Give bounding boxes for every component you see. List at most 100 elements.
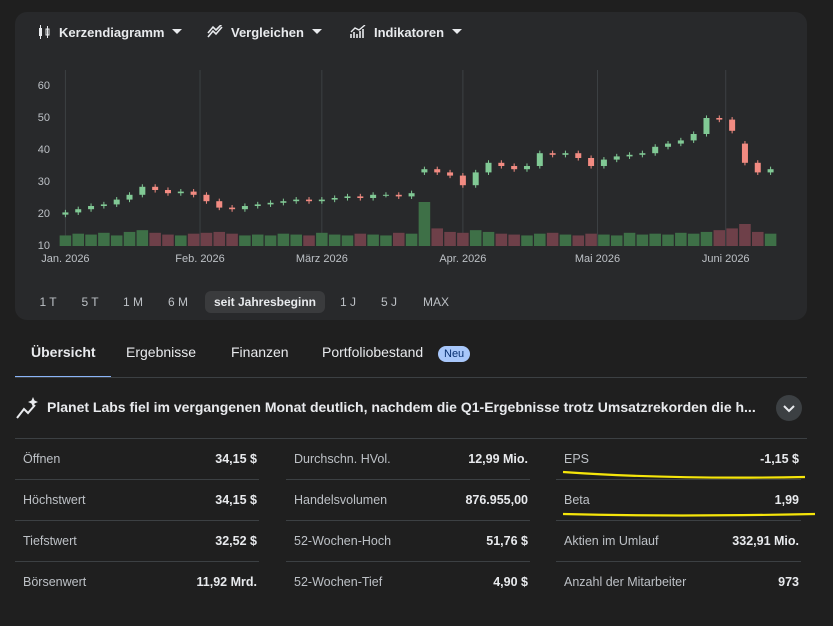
volume-bar bbox=[277, 233, 290, 246]
volume-bar bbox=[585, 233, 597, 246]
candle-body bbox=[600, 159, 607, 166]
expand-button[interactable] bbox=[776, 395, 802, 421]
stat-value: 1,99 bbox=[774, 493, 799, 507]
caret bbox=[452, 29, 463, 34]
caret bbox=[172, 29, 183, 34]
range-button[interactable]: 5 T bbox=[81, 295, 99, 309]
news-summary[interactable]: Planet Labs fiel im vergangenen Monat de… bbox=[47, 399, 756, 415]
range-button[interactable]: 1 M bbox=[122, 295, 143, 309]
stat-label: Durchschn. HVol. bbox=[294, 452, 391, 466]
candle-body bbox=[331, 198, 338, 200]
row-divider bbox=[286, 479, 530, 480]
volume-bar bbox=[521, 235, 533, 246]
volume-bar bbox=[751, 231, 764, 246]
volume-bar bbox=[162, 234, 174, 246]
stat-label: EPS bbox=[564, 452, 590, 466]
candle-body bbox=[126, 194, 133, 200]
volume-bar bbox=[149, 232, 161, 246]
indicators-button[interactable]: Indikatoren bbox=[350, 22, 463, 42]
x-tick-label: Jan. 2026 bbox=[41, 253, 89, 265]
x-tick-label: Mai 2026 bbox=[575, 253, 620, 265]
stat-value: 32,52 $ bbox=[215, 534, 257, 548]
volume-bar bbox=[200, 232, 213, 246]
candle-body bbox=[741, 143, 748, 163]
volume-bar bbox=[59, 235, 72, 246]
volume-bar bbox=[380, 235, 392, 246]
candle-body bbox=[152, 186, 159, 190]
volume-bar bbox=[508, 234, 520, 246]
candle-body bbox=[613, 156, 620, 160]
tab[interactable]: Übersicht bbox=[31, 344, 96, 360]
x-tick-label: Feb. 2026 bbox=[175, 253, 225, 265]
compare-button[interactable]: Vergleichen bbox=[207, 22, 322, 42]
volume-bar bbox=[290, 234, 302, 246]
stat-label: Börsenwert bbox=[23, 575, 87, 589]
volume-bar bbox=[316, 232, 328, 246]
row-divider bbox=[556, 561, 801, 562]
volume-bar bbox=[764, 233, 777, 246]
candle-body bbox=[639, 153, 646, 155]
candle-body bbox=[357, 196, 364, 198]
candle-body bbox=[665, 143, 672, 147]
volume-bar bbox=[431, 228, 444, 246]
y-tick-label: 40 bbox=[38, 144, 50, 156]
volume-bar bbox=[136, 230, 149, 246]
candle-body bbox=[164, 190, 171, 194]
volume-bar bbox=[739, 224, 751, 246]
y-tick-label: 10 bbox=[38, 240, 50, 252]
range-button[interactable]: seit Jahresbeginn bbox=[205, 291, 325, 313]
stat-label: Aktien im Umlauf bbox=[564, 534, 659, 548]
candle-body bbox=[472, 172, 479, 186]
candle-body bbox=[729, 119, 736, 131]
volume-bar bbox=[303, 235, 315, 246]
y-tick-label: 20 bbox=[38, 208, 50, 220]
chart-type-button[interactable]: Kerzendiagramm bbox=[37, 22, 183, 42]
stat-label: Beta bbox=[564, 493, 590, 507]
candle-body bbox=[498, 162, 505, 166]
icon bbox=[350, 25, 366, 38]
candle-body bbox=[203, 194, 210, 202]
volume-bar bbox=[239, 235, 251, 246]
candle-body bbox=[562, 153, 569, 155]
tab[interactable]: Finanzen bbox=[231, 344, 289, 360]
stat-value: 34,15 $ bbox=[215, 493, 257, 507]
candle-body bbox=[75, 209, 82, 213]
range-button[interactable]: 5 J bbox=[380, 295, 397, 309]
caret bbox=[311, 29, 322, 34]
x-tick-label: Apr. 2026 bbox=[439, 253, 486, 265]
tab[interactable]: Portfoliobestand bbox=[322, 344, 424, 360]
candle-body bbox=[588, 158, 595, 166]
row-divider bbox=[556, 520, 801, 521]
volume-bar bbox=[559, 234, 572, 246]
candle-body bbox=[434, 169, 441, 173]
candle-body bbox=[177, 191, 184, 194]
volume-bar bbox=[662, 234, 674, 246]
range-button[interactable]: 1 J bbox=[339, 295, 356, 309]
candle-body bbox=[626, 154, 633, 157]
candle-body bbox=[421, 169, 428, 173]
stat-value: 973 bbox=[778, 575, 799, 589]
candle-body bbox=[382, 194, 389, 196]
stat-value: 4,90 $ bbox=[493, 575, 528, 589]
tab[interactable]: Ergebnisse bbox=[126, 344, 197, 360]
candle-body bbox=[241, 206, 248, 210]
range-button[interactable]: MAX bbox=[422, 295, 449, 309]
range-button[interactable]: 1 T bbox=[39, 295, 57, 309]
volume-bar bbox=[546, 232, 559, 246]
candle-body bbox=[459, 175, 466, 186]
candle-body bbox=[306, 199, 313, 202]
volume-bar bbox=[687, 233, 700, 246]
row-divider bbox=[556, 479, 801, 480]
stat-label: 52-Wochen-Hoch bbox=[294, 534, 392, 548]
candle-body bbox=[318, 199, 325, 202]
volume-bar bbox=[534, 233, 546, 246]
volume-bar bbox=[328, 234, 341, 246]
divider bbox=[15, 377, 807, 378]
volume-bar bbox=[572, 235, 585, 246]
candle-body bbox=[280, 201, 287, 203]
candle-body bbox=[511, 166, 518, 170]
range-button[interactable]: 6 M bbox=[167, 295, 188, 309]
volume-bar bbox=[213, 231, 226, 246]
stat-label: Öffnen bbox=[23, 452, 61, 466]
